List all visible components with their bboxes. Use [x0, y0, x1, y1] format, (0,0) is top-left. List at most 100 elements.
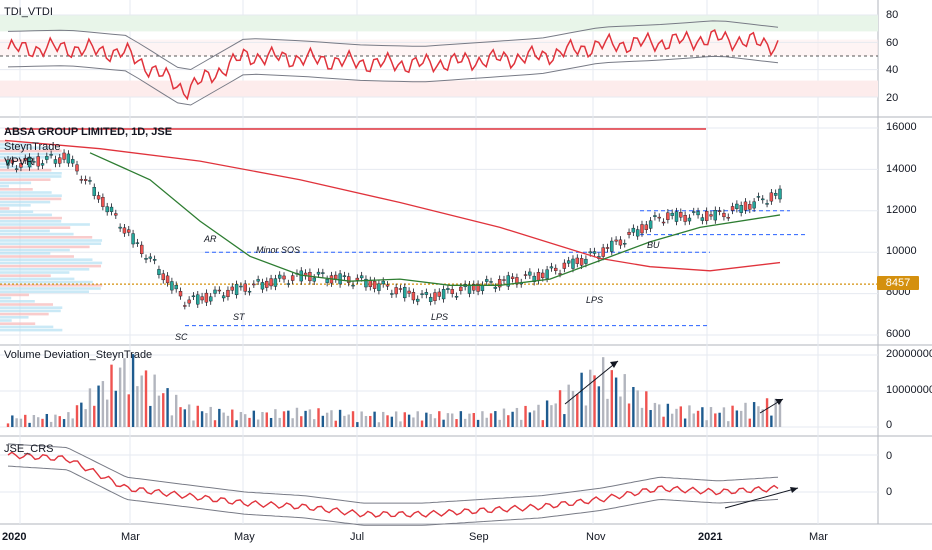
volume-bar: [765, 398, 769, 427]
volume-profile-bar: [0, 239, 103, 242]
volume-bar: [11, 415, 14, 427]
candle-body: [756, 196, 761, 198]
volume-bar: [226, 415, 230, 427]
candle-body: [58, 157, 62, 164]
crs-upper-band: [7, 443, 779, 504]
candle-body: [45, 156, 49, 160]
volume-bar: [58, 416, 61, 427]
candle-body: [601, 247, 605, 257]
volume-bar: [179, 407, 182, 427]
volume-bar: [757, 406, 760, 427]
candle-body: [213, 289, 217, 294]
candle-body: [286, 283, 291, 285]
candle-body: [497, 279, 502, 288]
volume-bar: [589, 369, 592, 427]
volume-bar: [325, 412, 329, 427]
volume-bar: [222, 412, 225, 427]
volume-bar: [88, 388, 92, 427]
volume-profile-bar: [0, 287, 101, 290]
volume-bar: [54, 414, 57, 427]
volume-profile-bar: [0, 149, 62, 153]
volume-bar: [157, 395, 161, 427]
candle-body: [247, 290, 252, 293]
volume-bar: [662, 416, 665, 427]
candle-body: [62, 152, 66, 160]
volume-bar: [744, 402, 747, 427]
candle-body: [773, 192, 778, 196]
volume-profile-bar: [0, 146, 52, 149]
candle-body: [40, 163, 45, 166]
candle-body: [385, 284, 390, 287]
candle-body: [692, 211, 696, 213]
volume-bar: [502, 408, 506, 427]
tdi-lower-zone: [0, 80, 878, 97]
candle-body: [446, 288, 450, 290]
candle-body: [454, 296, 459, 298]
price-title: ABSA GROUP LIMITED, 1D, JSE: [4, 126, 173, 138]
volume-bar: [666, 403, 670, 427]
candle-body: [122, 227, 127, 234]
candle-body: [390, 293, 394, 295]
candle-body: [644, 224, 649, 230]
volume-ytick: 10000000: [886, 384, 932, 396]
volume-bar: [653, 402, 657, 427]
candle-body: [428, 296, 433, 302]
volume-bar: [774, 398, 777, 427]
volume-bar: [623, 374, 626, 427]
volume-bar: [476, 419, 480, 427]
volume-bar: [718, 412, 721, 427]
annotation-sc: SC: [175, 332, 188, 342]
candle-body: [437, 291, 441, 297]
volume-bar: [209, 406, 212, 427]
price-ytick: 12000: [886, 204, 917, 216]
candle-body: [398, 288, 403, 290]
volume-bar: [244, 414, 247, 427]
volume-profile-bar: [0, 290, 89, 293]
volume-bar: [532, 410, 536, 427]
tdi-upper-band: [7, 20, 779, 71]
candle-body: [588, 251, 592, 254]
volume-profile-bar: [0, 274, 51, 277]
candle-body: [467, 284, 472, 294]
volume-bar: [520, 419, 523, 427]
volume-profile-bar: [0, 280, 93, 284]
volume-bar: [489, 413, 493, 427]
volume-profile-bar: [0, 300, 35, 303]
volume-bar: [187, 404, 191, 427]
volume-bar: [334, 420, 337, 427]
candle-body: [79, 179, 84, 181]
candle-body: [221, 295, 226, 299]
volume-bar: [481, 411, 484, 427]
candle-body: [23, 158, 27, 161]
volume-bar: [24, 414, 27, 427]
candle-body: [618, 239, 623, 246]
candle-body: [152, 259, 157, 261]
volume-bar: [248, 417, 251, 427]
volume-bar: [200, 411, 204, 427]
candle-body: [269, 278, 273, 287]
volume-bar: [515, 407, 519, 427]
candle-body: [416, 298, 420, 302]
candle-body: [683, 215, 687, 222]
volume-profile-bar: [0, 261, 103, 265]
candle-body: [312, 277, 316, 282]
volume-bar: [576, 394, 579, 427]
volume-bar: [528, 412, 532, 427]
crs-title: JSE_CRS: [4, 443, 54, 455]
volume-ytick: 20000000: [886, 348, 932, 360]
volume-bar: [382, 411, 385, 427]
volume-bar: [632, 386, 635, 427]
volume-bar: [282, 411, 286, 427]
volume-bar: [278, 417, 281, 427]
candle-body: [364, 278, 368, 288]
volume-bar: [118, 367, 122, 427]
volume-bar: [438, 411, 441, 427]
crs-ytick: 0: [886, 450, 893, 462]
volume-profile-bar: [0, 296, 12, 300]
volume-bar: [252, 410, 256, 427]
candle-body: [196, 294, 200, 305]
volume-bar: [429, 414, 432, 427]
candle-body: [53, 159, 58, 164]
volume-bar: [403, 412, 406, 427]
x-tick: Mar: [809, 531, 828, 543]
